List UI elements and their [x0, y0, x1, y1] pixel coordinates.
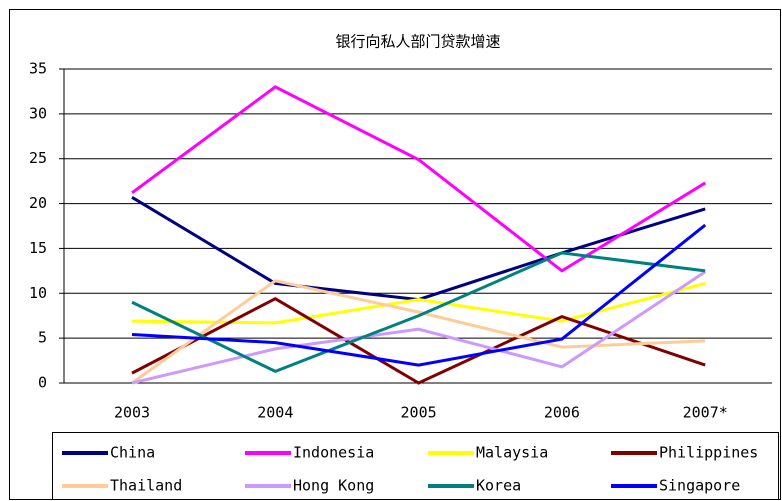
chart-border — [9, 9, 781, 500]
series-line — [131, 85, 706, 273]
legend-label: Thailand — [110, 477, 182, 495]
legend-label: China — [110, 444, 155, 462]
legend-label: Malaysia — [476, 444, 548, 462]
legend-label: Philippines — [659, 444, 758, 462]
y-tick-label: 25 — [29, 149, 47, 167]
x-tick-label: 2006 — [544, 404, 580, 422]
chart-title: 银行向私人部门贷款增速 — [335, 33, 500, 51]
series-line — [131, 223, 707, 367]
x-tick-label: 2005 — [401, 404, 437, 422]
series-line — [131, 296, 706, 385]
x-tick-label: 2007* — [683, 404, 728, 422]
y-tick-label: 0 — [38, 374, 47, 392]
series-line — [131, 279, 706, 385]
legend-label: Hong Kong — [293, 477, 374, 495]
y-tick-label: 30 — [29, 104, 47, 122]
series-line — [131, 251, 706, 373]
x-tick-label: 2004 — [257, 404, 293, 422]
y-tick-label: 35 — [29, 60, 47, 78]
legend-label: Singapore — [659, 477, 740, 495]
legend-box — [52, 432, 779, 500]
x-tick-label: 2003 — [114, 404, 150, 422]
series-line — [131, 270, 707, 385]
y-tick-label: 5 — [38, 329, 47, 347]
y-tick-label: 20 — [29, 194, 47, 212]
y-tick-label: 15 — [29, 239, 47, 257]
legend-label: Indonesia — [293, 444, 374, 462]
legend-label: Korea — [476, 477, 521, 495]
y-tick-label: 10 — [29, 284, 47, 302]
